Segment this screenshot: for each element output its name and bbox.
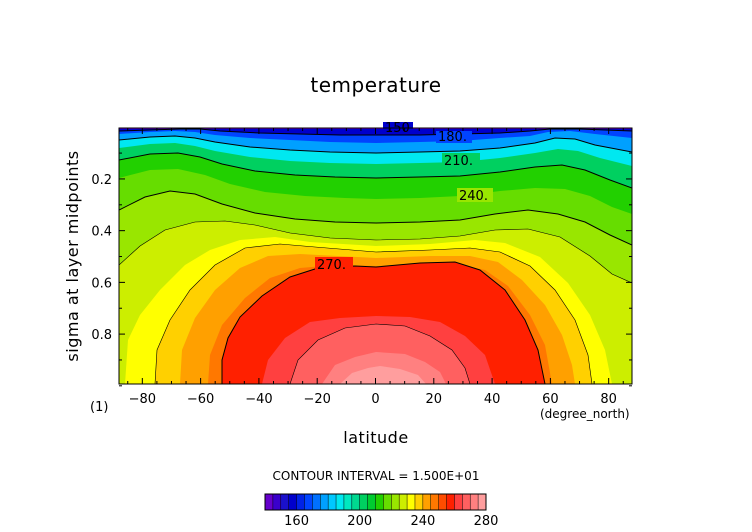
contour-label-180: 180.: [438, 130, 467, 145]
colorbar-swatch: [351, 494, 361, 510]
contour-interval-text: CONTOUR INTERVAL = 1.500E+01: [273, 469, 480, 483]
contour-150: [119, 128, 632, 136]
colorbar-swatch: [407, 494, 416, 510]
colorbar-swatch: [336, 494, 345, 510]
colorbar-swatch: [280, 494, 289, 510]
y-tick-label: 0.4: [91, 225, 112, 240]
colorbar-swatch: [296, 494, 305, 510]
colorbar-swatch: [272, 494, 282, 510]
colorbar-swatch: [399, 494, 408, 510]
colorbar-swatch: [367, 494, 376, 510]
colorbar-swatch: [414, 494, 424, 510]
colorbar-swatch: [462, 494, 471, 510]
x-axis-label: latitude: [343, 428, 408, 447]
chart-title: temperature: [310, 73, 441, 97]
contour-label-240: 240.: [459, 189, 488, 204]
colorbar-swatch: [383, 494, 392, 510]
contour-180: [119, 135, 632, 154]
colorbar-swatch: [328, 494, 337, 510]
colorbar-frame: [264, 493, 487, 511]
contour-270: [221, 261, 546, 384]
colorbar-tick-label: 240: [410, 514, 435, 529]
contour-262: [154, 243, 593, 384]
contour-210: [119, 152, 632, 189]
colorbar-swatch: [288, 494, 297, 510]
x-tick-label: 0: [371, 392, 379, 407]
colorbar-swatch: [454, 494, 463, 510]
colorbar-swatch: [446, 494, 455, 510]
corner-label: (1): [90, 400, 108, 415]
colorbar-swatch: [320, 494, 329, 510]
contour-240: [119, 190, 632, 246]
contour-label-270: 270.: [317, 258, 346, 273]
colorbar-swatch: [391, 494, 400, 510]
x-tick-label: 40: [484, 392, 501, 407]
x-tick-label: 60: [542, 392, 559, 407]
colorbar-tick-label: 160: [284, 514, 309, 529]
contour-285: [289, 323, 471, 384]
x-tick-label: −60: [187, 392, 214, 407]
contour-label-210: 210.: [444, 154, 473, 169]
colorbar-swatch: [343, 494, 353, 510]
y-axis-label: sigma at layer midpoints: [63, 150, 82, 361]
x-unit-label: (degree_north): [540, 407, 630, 421]
x-tick-label: 20: [426, 392, 443, 407]
colorbar-swatch: [375, 494, 384, 510]
x-tick-label: 80: [600, 392, 617, 407]
filled-contours: [119, 128, 632, 384]
colorbar-swatch: [478, 494, 487, 510]
contour-255: [119, 220, 632, 284]
x-tick-label: −80: [129, 392, 156, 407]
x-axis: −80 −60 −40 −20 0 20 40 60 80: [127, 128, 624, 407]
colorbar: 160 200 240 280: [264, 493, 499, 529]
colorbar-swatch: [470, 494, 479, 510]
band-palepink: [340, 366, 426, 384]
colorbar-swatch: [304, 494, 313, 510]
y-tick-label: 0.6: [91, 276, 112, 291]
x-tick-label: −20: [303, 392, 330, 407]
y-axis: 0.2 0.4 0.6 0.8: [91, 152, 632, 387]
colorbar-swatch: [359, 494, 368, 510]
contour-lines: [119, 128, 632, 384]
y-tick-label: 0.2: [91, 173, 112, 188]
colorbar-swatch: [312, 494, 321, 510]
colorbar-tick-label: 200: [347, 514, 372, 529]
colorbar-swatch: [422, 494, 432, 510]
y-tick-label: 0.8: [91, 328, 112, 343]
x-tick-label: −40: [245, 392, 272, 407]
colorbar-swatch: [265, 494, 274, 510]
colorbar-swatch: [430, 494, 439, 510]
colorbar-tick-label: 280: [474, 514, 499, 529]
colorbar-swatch: [438, 494, 447, 510]
